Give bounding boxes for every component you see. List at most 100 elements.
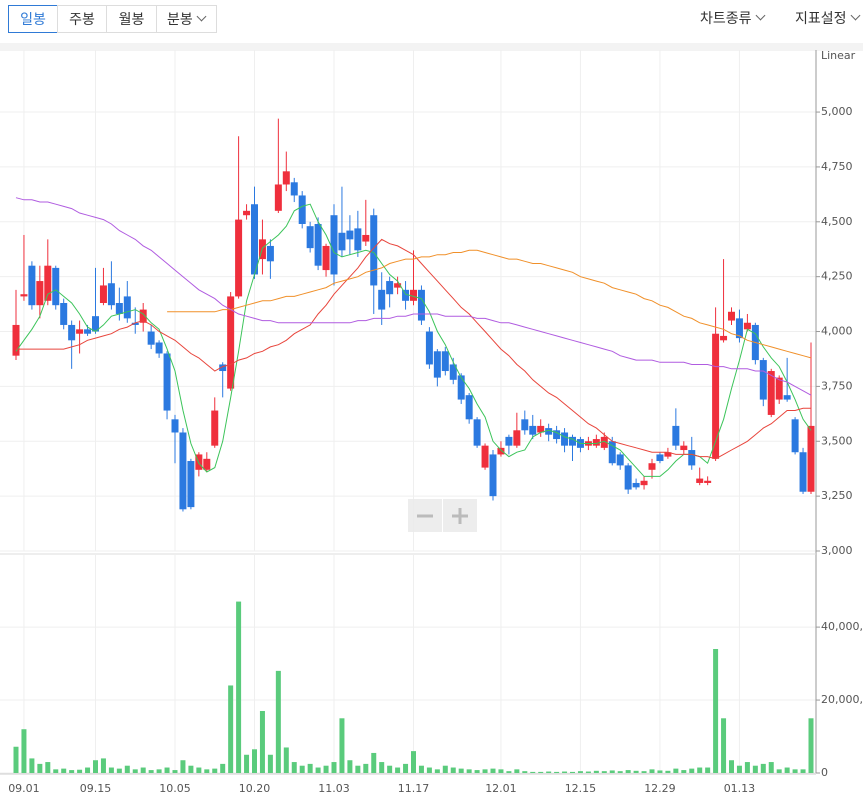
candle-body — [465, 395, 473, 420]
volume-bar — [252, 749, 257, 773]
candle-body — [298, 195, 306, 224]
candle-body — [28, 265, 36, 306]
volume-bar — [132, 769, 138, 773]
candle-body — [616, 454, 624, 466]
volume-bar — [387, 765, 393, 773]
volume-bar — [530, 771, 536, 773]
candle-body — [227, 296, 235, 389]
candle-body — [720, 335, 728, 341]
x-tick-label: 12.15 — [565, 782, 597, 795]
menu[interactable]: 차트종류 — [700, 5, 765, 33]
candle-body — [123, 296, 131, 319]
tab[interactable]: 분봉 — [156, 5, 217, 33]
volume-bar — [538, 771, 544, 773]
candle-body — [386, 281, 394, 295]
candle-body — [107, 283, 115, 306]
volume-bar — [784, 767, 790, 773]
volume-bar — [228, 685, 234, 773]
candle-body — [394, 283, 402, 288]
candle-body — [759, 360, 767, 400]
volume-bar — [442, 765, 448, 773]
candle-body — [489, 454, 497, 497]
candle-body — [521, 419, 529, 431]
menu[interactable]: 지표설정 — [795, 5, 860, 33]
volume-bar — [593, 770, 599, 773]
candle-body — [728, 311, 735, 321]
scale-label[interactable]: Linear — [821, 49, 856, 62]
candle-body — [274, 184, 282, 211]
volume-bar — [355, 765, 361, 773]
volume-bar — [204, 769, 210, 773]
volume-bar — [331, 762, 337, 773]
candle-body — [608, 441, 616, 464]
candle-body — [155, 342, 163, 354]
volume-bar — [490, 768, 496, 773]
ma-line — [15, 203, 812, 477]
volume-bar — [522, 771, 528, 773]
volume-bar — [474, 770, 480, 773]
volume-bar — [244, 754, 250, 773]
volume-bar — [752, 765, 758, 773]
zoom-controls[interactable] — [408, 499, 477, 532]
volume-bar — [760, 763, 766, 773]
x-tick-label: 10.05 — [159, 782, 191, 795]
volume-bar — [426, 767, 432, 773]
y-tick-label: 5,000 — [821, 105, 853, 118]
volume-bar — [212, 768, 218, 773]
candle-body — [712, 333, 720, 459]
volume-bar — [458, 768, 464, 773]
candle-body — [767, 371, 775, 415]
volume-bar — [482, 769, 488, 773]
candle-body — [481, 445, 489, 468]
candle-body — [99, 285, 107, 303]
candle-body — [330, 215, 338, 275]
candle-body — [370, 215, 378, 286]
volume-bar — [395, 767, 401, 773]
candle-body — [76, 329, 84, 334]
volume-bar — [577, 771, 583, 773]
volume-bar — [37, 763, 43, 773]
candle-body — [322, 245, 330, 271]
candle-body — [441, 351, 449, 372]
candle-body — [688, 450, 696, 466]
volume-bar — [259, 710, 265, 773]
volume-bar — [601, 771, 607, 773]
volume-bar — [307, 763, 313, 773]
volume-bar — [13, 746, 19, 773]
x-tick-label: 12.01 — [485, 782, 517, 795]
tab[interactable]: 월봉 — [106, 5, 157, 33]
volume-bar — [450, 767, 456, 773]
y-tick-label: 3,000 — [821, 544, 853, 557]
volume-bar — [792, 769, 798, 773]
chevron — [755, 10, 765, 21]
candle-body — [473, 419, 481, 446]
x-tick-label: 01.13 — [724, 782, 756, 795]
volume-bar — [617, 771, 623, 773]
candle-body — [672, 425, 680, 446]
candle-body — [648, 463, 656, 470]
candle-body — [743, 322, 751, 330]
volume-bar — [29, 758, 35, 773]
volume-bar — [85, 767, 91, 773]
tab[interactable]: 주봉 — [57, 5, 107, 33]
y-tick-label: 3,500 — [821, 434, 853, 447]
candle-body — [338, 232, 346, 251]
candle-body — [791, 419, 799, 453]
volume-bar — [466, 769, 472, 773]
volume-bar — [140, 767, 146, 773]
volume-bar — [649, 769, 655, 773]
volume-bar — [736, 765, 742, 773]
volume-bar — [411, 751, 416, 773]
candle-body — [211, 410, 219, 446]
volume-bar — [69, 770, 75, 773]
candle-body — [807, 425, 815, 492]
y-tick-label: 20,000,000 — [821, 693, 863, 706]
tab[interactable]: 일봉 — [8, 5, 58, 33]
candle-body — [84, 329, 92, 334]
volume-bar — [562, 771, 568, 773]
menu-label: 차트종류 — [700, 11, 752, 27]
candle-body — [243, 210, 251, 216]
candle-body — [505, 436, 513, 446]
volume-bar — [697, 767, 703, 773]
candle-body — [799, 452, 807, 492]
